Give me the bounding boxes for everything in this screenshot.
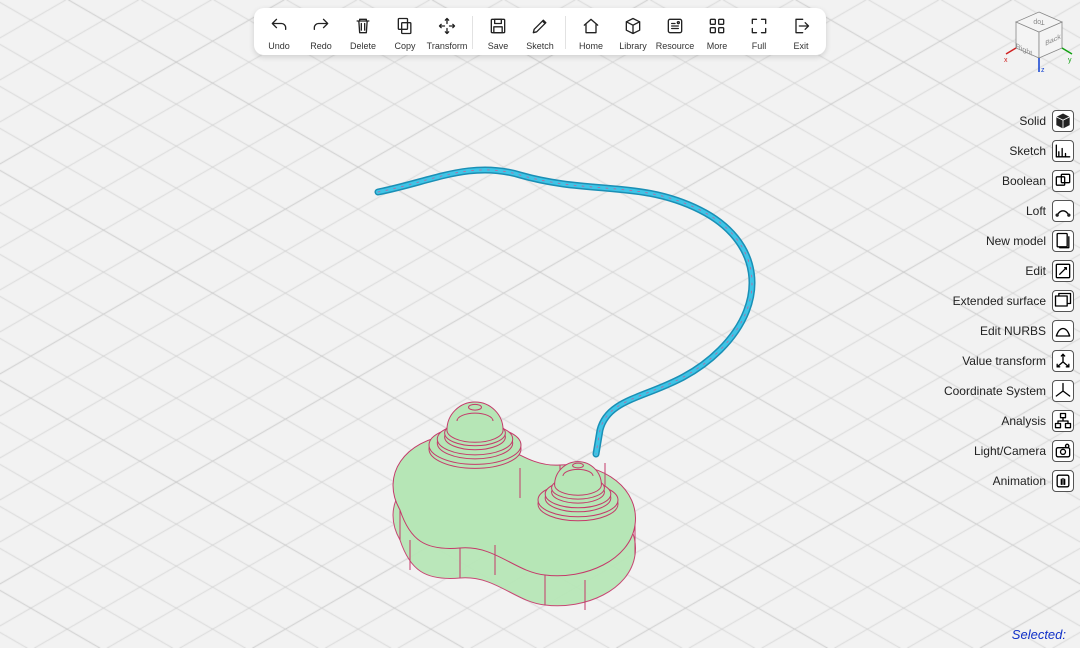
- side-label: Coordinate System: [944, 384, 1046, 398]
- side-boolean-button[interactable]: Boolean: [944, 170, 1074, 192]
- side-newmodel-button[interactable]: New model: [944, 230, 1074, 252]
- edit-icon: [1052, 260, 1074, 282]
- resource-button[interactable]: Resource: [654, 14, 696, 51]
- side-loft-button[interactable]: Loft: [944, 200, 1074, 222]
- side-label: Light/Camera: [974, 444, 1046, 458]
- side-edit-button[interactable]: Edit: [944, 260, 1074, 282]
- expand-icon: [747, 14, 771, 38]
- side-label: Edit NURBS: [980, 324, 1046, 338]
- cube-solid-icon: [1052, 110, 1074, 132]
- hand-icon: [1052, 470, 1074, 492]
- svg-text:x: x: [1004, 57, 1008, 64]
- home-button[interactable]: Home: [570, 14, 612, 51]
- redo-icon: [309, 14, 333, 38]
- toolbar-label: Transform: [427, 41, 468, 51]
- copy-button[interactable]: Copy: [384, 14, 426, 51]
- boolean-icon: [1052, 170, 1074, 192]
- axes-icon: [1052, 350, 1074, 372]
- grid4-icon: [705, 14, 729, 38]
- home-icon: [579, 14, 603, 38]
- toolbar-label: Library: [619, 41, 647, 51]
- trash-icon: [351, 14, 375, 38]
- toolbar-label: Resource: [656, 41, 695, 51]
- transform-icon: [435, 14, 459, 38]
- model-layer: [0, 0, 1080, 648]
- resource-icon: [663, 14, 687, 38]
- side-label: Sketch: [1009, 144, 1046, 158]
- redo-button[interactable]: Redo: [300, 14, 342, 51]
- toolbar-label: More: [707, 41, 728, 51]
- nurbs-icon: [1052, 320, 1074, 342]
- loft-icon: [1052, 200, 1074, 222]
- side-editnurbs-button[interactable]: Edit NURBS: [944, 320, 1074, 342]
- side-coordsys-button[interactable]: Coordinate System: [944, 380, 1074, 402]
- toolbar-label: Delete: [350, 41, 376, 51]
- undo-icon: [267, 14, 291, 38]
- side-solid-button[interactable]: Solid: [944, 110, 1074, 132]
- toolbar-label: Redo: [310, 41, 332, 51]
- axes2-icon: [1052, 380, 1074, 402]
- toolbar-label: Undo: [268, 41, 290, 51]
- status-label: Selected:: [1012, 627, 1066, 642]
- side-animation-button[interactable]: Animation: [944, 470, 1074, 492]
- side-valuetrans-button[interactable]: Value transform: [944, 350, 1074, 372]
- side-label: Extended surface: [953, 294, 1046, 308]
- side-label: Loft: [1026, 204, 1046, 218]
- toolbar-label: Full: [752, 41, 767, 51]
- side-analysis-button[interactable]: Analysis: [944, 410, 1074, 432]
- side-label: New model: [986, 234, 1046, 248]
- svg-text:Top: Top: [1033, 18, 1044, 25]
- side-sketch-button[interactable]: Sketch: [944, 140, 1074, 162]
- side-label: Edit: [1025, 264, 1046, 278]
- side-label: Analysis: [1001, 414, 1046, 428]
- undo-button[interactable]: Undo: [258, 14, 300, 51]
- layers-icon: [1052, 290, 1074, 312]
- nav-cube[interactable]: TopRightBackxyz: [1004, 6, 1074, 76]
- sketch-button[interactable]: Sketch: [519, 14, 561, 51]
- save-button[interactable]: Save: [477, 14, 519, 51]
- transform-button[interactable]: Transform: [426, 14, 468, 51]
- side-extsurf-button[interactable]: Extended surface: [944, 290, 1074, 312]
- side-label: Boolean: [1002, 174, 1046, 188]
- cube-icon: [621, 14, 645, 38]
- toolbar-label: Exit: [793, 41, 808, 51]
- more-button[interactable]: More: [696, 14, 738, 51]
- exit-button[interactable]: Exit: [780, 14, 822, 51]
- toolbar-label: Copy: [394, 41, 415, 51]
- delete-button[interactable]: Delete: [342, 14, 384, 51]
- svg-text:z: z: [1041, 67, 1045, 74]
- viewport-3d[interactable]: Undo Redo Delete Copy Transform Save Ske…: [0, 0, 1080, 648]
- full-button[interactable]: Full: [738, 14, 780, 51]
- side-label: Animation: [993, 474, 1046, 488]
- copy-icon: [393, 14, 417, 38]
- side-label: Solid: [1019, 114, 1046, 128]
- pencil-icon: [528, 14, 552, 38]
- main-toolbar: Undo Redo Delete Copy Transform Save Ske…: [254, 8, 826, 55]
- camera-icon: [1052, 440, 1074, 462]
- save-icon: [486, 14, 510, 38]
- exit-icon: [789, 14, 813, 38]
- tree-icon: [1052, 410, 1074, 432]
- side-lightcam-button[interactable]: Light/Camera: [944, 440, 1074, 462]
- toolbar-label: Sketch: [526, 41, 554, 51]
- newdoc-icon: [1052, 230, 1074, 252]
- status-selected: Selected:: [1012, 627, 1066, 642]
- svg-text:y: y: [1068, 57, 1072, 64]
- toolbar-label: Save: [488, 41, 509, 51]
- chart-icon: [1052, 140, 1074, 162]
- side-label: Value transform: [962, 354, 1046, 368]
- toolbar-label: Home: [579, 41, 603, 51]
- library-button[interactable]: Library: [612, 14, 654, 51]
- tool-sidepanel: Solid Sketch Boolean Loft New model Edit…: [944, 110, 1074, 492]
